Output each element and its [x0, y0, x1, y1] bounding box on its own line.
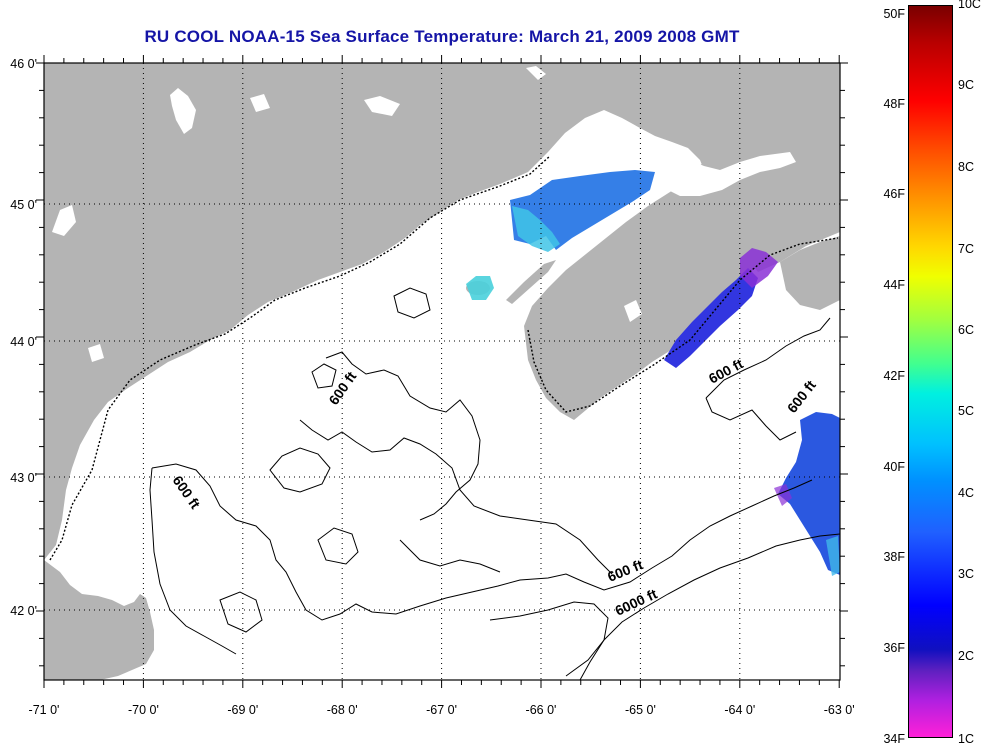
sst-patch-east-edge: [774, 484, 792, 506]
longitude-label: -70 0': [128, 703, 159, 717]
contours: [149, 287, 831, 677]
latitude-label: 45 0': [10, 198, 37, 212]
longitude-label: -69 0': [227, 703, 258, 717]
lake: [364, 96, 400, 116]
longitude-label: -66 0': [526, 703, 557, 717]
celsius-label: 4C: [958, 486, 974, 500]
fahrenheit-label: 34F: [883, 732, 905, 746]
contour-6000ft: [579, 533, 840, 680]
water-bay-of-fundy: [496, 130, 796, 300]
fahrenheit-label: 44F: [883, 278, 905, 292]
lake: [250, 94, 270, 112]
fahrenheit-label: 36F: [883, 641, 905, 655]
fahrenheit-label: 50F: [883, 7, 905, 21]
latitude-labels: 46 0' 45 0' 44 0' 43 0' 42 0': [10, 57, 37, 618]
lake: [526, 66, 546, 80]
longitude-label: -68 0': [327, 703, 358, 717]
sst-patch-fundy-cyan: [512, 206, 560, 252]
longitude-labels: -71 0' -70 0' -69 0' -68 0' -67 0' -66 0' -65 …: [29, 703, 855, 717]
land-maine-new-brunswick: [44, 63, 840, 560]
fahrenheit-label: 48F: [883, 97, 905, 111]
fahrenheit-label: 40F: [883, 460, 905, 474]
longitude-label: -71 0': [29, 703, 60, 717]
temperature-colorbar: [908, 5, 953, 738]
celsius-label: 3C: [958, 567, 974, 581]
sst-patch-east-cyan: [826, 536, 840, 576]
longitude-label: -63 0': [824, 703, 855, 717]
celsius-label: 7C: [958, 242, 974, 256]
fahrenheit-label: 46F: [883, 187, 905, 201]
celsius-label: 1C: [958, 732, 974, 746]
graticule: [36, 55, 848, 688]
fahrenheit-label: 38F: [883, 550, 905, 564]
map-title: RU COOL NOAA-15 Sea Surface Temperature:…: [144, 27, 740, 46]
latitude-label: 46 0': [10, 57, 37, 71]
land-northeast: [780, 236, 840, 310]
lake: [170, 88, 196, 134]
latitude-label: 43 0': [10, 471, 37, 485]
longitude-label: -65 0': [625, 703, 656, 717]
land-nova-scotia: [524, 148, 802, 420]
sst-patch-nova-scotia-purple: [740, 248, 778, 288]
celsius-label: 9C: [958, 78, 974, 92]
sst-patch-east: [778, 412, 840, 575]
longitude-label: -64 0': [724, 703, 755, 717]
sst-patch-nova-scotia-shelf: [664, 268, 758, 368]
celsius-label: 6C: [958, 323, 974, 337]
celsius-label: 2C: [958, 649, 974, 663]
land-cape-cod: [44, 560, 154, 680]
latitude-label: 42 0': [10, 604, 37, 618]
lake: [88, 344, 104, 362]
celsius-label: 8C: [958, 160, 974, 174]
lake: [52, 205, 76, 236]
celsius-label: 5C: [958, 404, 974, 418]
island-long: [506, 260, 556, 304]
rocky-coastline: [49, 155, 551, 561]
latitude-label: 44 0': [10, 335, 37, 349]
sst-patch-grand-manan: [466, 276, 494, 300]
longitude-label: -67 0': [426, 703, 457, 717]
celsius-label: 10C: [958, 0, 981, 11]
fahrenheit-label: 42F: [883, 369, 905, 383]
lake: [624, 300, 642, 322]
